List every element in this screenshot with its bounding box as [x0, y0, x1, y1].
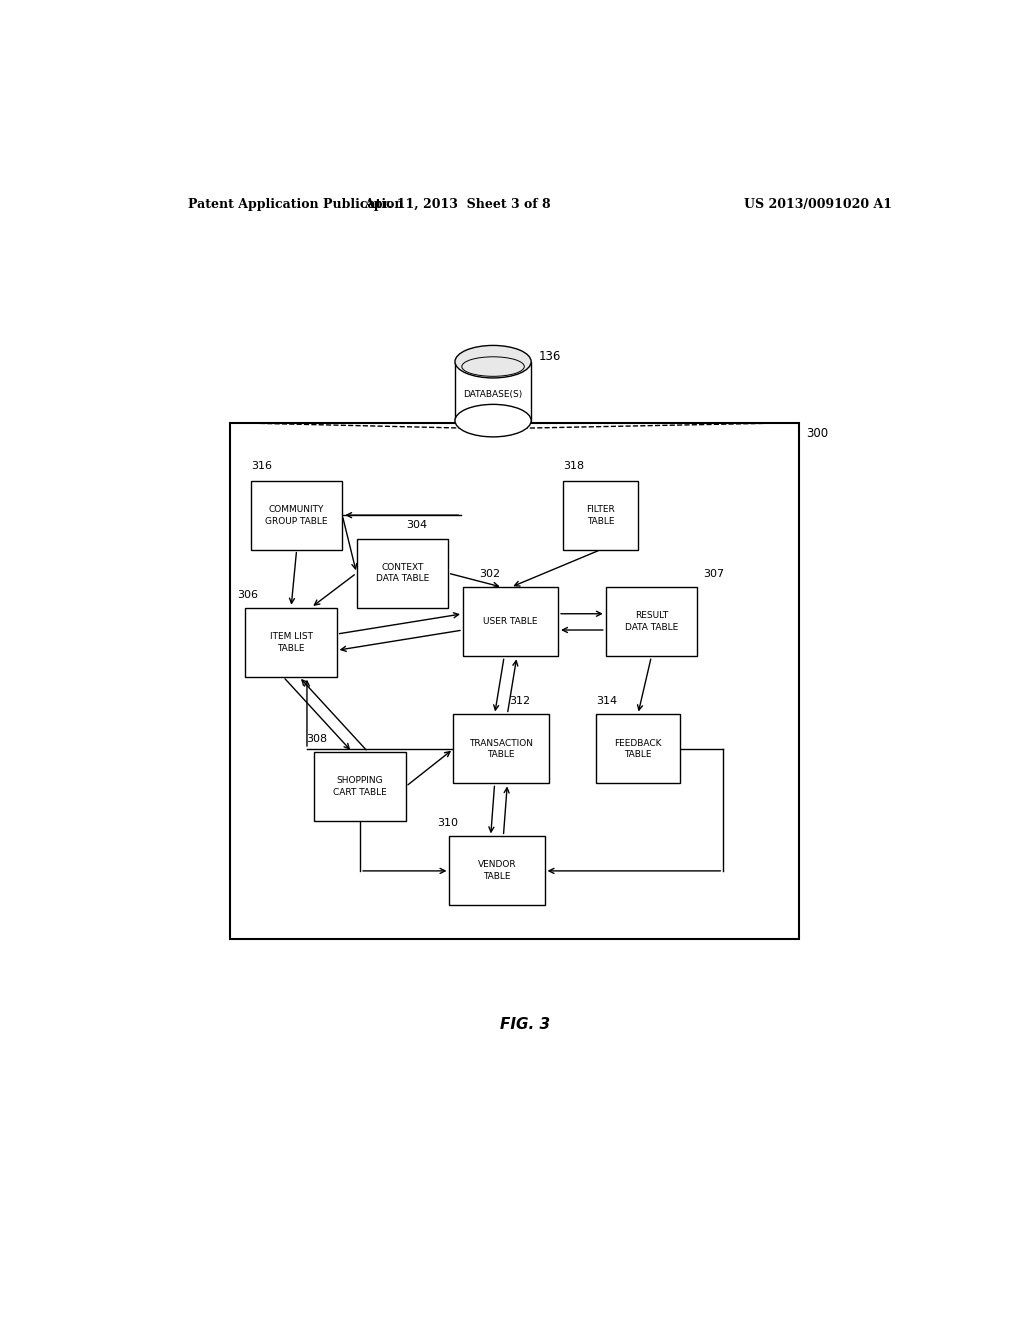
- Bar: [246, 607, 337, 677]
- Text: TRANSACTION
TABLE: TRANSACTION TABLE: [469, 738, 532, 759]
- Text: 306: 306: [238, 590, 258, 599]
- Text: DATABASE(S): DATABASE(S): [464, 389, 522, 399]
- Ellipse shape: [455, 404, 531, 437]
- Bar: [463, 587, 558, 656]
- Text: 312: 312: [509, 696, 530, 706]
- Ellipse shape: [455, 346, 531, 378]
- Text: 136: 136: [539, 350, 561, 363]
- Bar: [450, 837, 545, 906]
- Text: 307: 307: [703, 569, 725, 579]
- Bar: [596, 714, 680, 784]
- Text: 310: 310: [437, 818, 459, 828]
- Bar: [356, 539, 447, 607]
- Text: 316: 316: [251, 462, 272, 471]
- Text: SHOPPING
CART TABLE: SHOPPING CART TABLE: [333, 776, 387, 797]
- Text: 304: 304: [406, 520, 427, 531]
- Text: FEEDBACK
TABLE: FEEDBACK TABLE: [614, 738, 662, 759]
- Text: FILTER
TABLE: FILTER TABLE: [586, 504, 615, 525]
- Text: US 2013/0091020 A1: US 2013/0091020 A1: [744, 198, 893, 211]
- Text: CONTEXT
DATA TABLE: CONTEXT DATA TABLE: [376, 562, 429, 583]
- Bar: [314, 752, 406, 821]
- Text: Apr. 11, 2013  Sheet 3 of 8: Apr. 11, 2013 Sheet 3 of 8: [364, 198, 551, 211]
- Text: RESULT
DATA TABLE: RESULT DATA TABLE: [625, 611, 678, 632]
- Bar: [454, 714, 549, 784]
- Text: 302: 302: [479, 569, 500, 579]
- Bar: [229, 422, 800, 939]
- Text: ITEM LIST
TABLE: ITEM LIST TABLE: [269, 632, 312, 652]
- Text: COMMUNITY
GROUP TABLE: COMMUNITY GROUP TABLE: [265, 504, 328, 525]
- Text: Patent Application Publication: Patent Application Publication: [187, 198, 403, 211]
- Text: 300: 300: [807, 426, 828, 440]
- Text: 308: 308: [306, 734, 328, 744]
- Bar: [251, 480, 342, 549]
- Text: 314: 314: [596, 696, 617, 706]
- Text: USER TABLE: USER TABLE: [483, 618, 538, 627]
- Text: FIG. 3: FIG. 3: [500, 1016, 550, 1032]
- Bar: [606, 587, 697, 656]
- Bar: [563, 480, 638, 549]
- Text: 318: 318: [563, 462, 584, 471]
- Text: VENDOR
TABLE: VENDOR TABLE: [478, 861, 516, 882]
- Polygon shape: [455, 362, 531, 421]
